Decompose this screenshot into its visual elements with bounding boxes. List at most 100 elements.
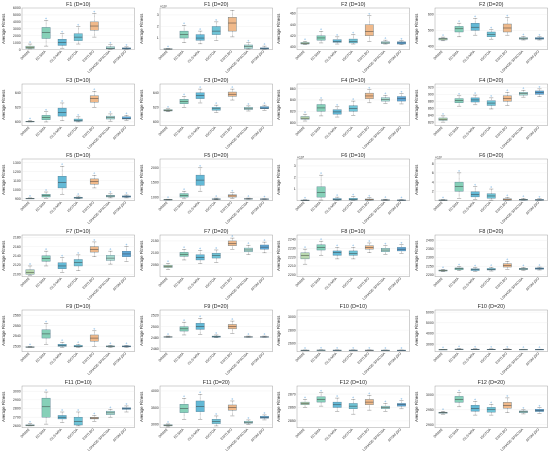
box-isgtoa — [486, 186, 496, 201]
chart-panel: F6 (D=20) ×10⁶ 2 4 6 8 Average Fitness DRIME ECS… — [414, 153, 548, 225]
category-label: GLS-MPA — [461, 427, 475, 441]
category-label: DRIME — [295, 200, 306, 211]
box-iqr — [122, 116, 131, 119]
outlier-point — [384, 400, 387, 403]
plot-frame — [296, 310, 410, 353]
panel-title: F4 (D=20) — [479, 78, 504, 84]
box-iqr — [243, 106, 253, 110]
outlier-point — [231, 398, 233, 400]
outlier-point — [61, 409, 63, 411]
box-gls-mpa — [470, 15, 480, 36]
category-label: GLS-MPA — [49, 125, 63, 139]
outlier-point — [473, 264, 476, 267]
y-tick-label: 1300 — [13, 161, 21, 165]
category-label: ISGTOA — [479, 427, 492, 440]
outlier-point — [61, 163, 63, 166]
outlier-point — [457, 92, 460, 95]
outlier-point — [400, 38, 403, 40]
box-lshade-spacma — [243, 417, 253, 425]
y-tick-label: 4000 — [150, 389, 158, 393]
y-axis-label: Average Fitness — [1, 316, 6, 346]
outlier-point — [400, 241, 403, 244]
box-drime — [438, 347, 447, 351]
box-emtlbo — [364, 392, 374, 411]
box-emtlbo — [364, 13, 374, 42]
outlier-point — [109, 343, 112, 345]
box-iqr — [57, 262, 67, 269]
outlier-point — [45, 248, 47, 250]
chart-panel: F1 (D=20) ×10⁴ 1 2 3 Average Fitness DRIME ECSM… — [139, 2, 273, 74]
outlier-point — [182, 188, 185, 191]
y-tick-label: 2520 — [150, 314, 158, 318]
y-tick-label: 2140 — [13, 254, 21, 258]
outlier-point — [522, 264, 524, 266]
outlier-point — [457, 20, 460, 22]
box-gls-mpa — [195, 247, 205, 264]
box-drime — [300, 197, 310, 201]
y-tick-label: 2500 — [150, 325, 158, 329]
box-apsm-jso — [397, 347, 406, 352]
y-tick-label: 2100 — [150, 251, 158, 255]
outlier-point — [538, 85, 540, 88]
plot-frame — [296, 158, 410, 201]
outlier-point — [45, 389, 47, 391]
category-label: DRIME — [432, 125, 443, 136]
chart-panel: F10 (D=10) 2600 2800 3000 Average Fitness DRI… — [276, 304, 410, 376]
category-label: ISGTOA — [204, 276, 217, 289]
y-tick-label: 840 — [427, 113, 433, 117]
panel-title: F3 (D=10) — [66, 78, 91, 84]
y-tick-label: 2560 — [13, 314, 21, 318]
panel-title: F7 (D=10) — [66, 229, 91, 235]
category-label: GLS-MPA — [186, 200, 200, 214]
chart-panel: F9 (D=10) 2530 2540 2550 2560 Average Fitness… — [1, 304, 135, 376]
outlier-point — [457, 389, 460, 392]
box-lshade-spacma — [518, 195, 528, 201]
outlier-point — [109, 110, 112, 113]
category-label: ISGTOA — [342, 427, 355, 440]
category-label: DRIME — [295, 125, 306, 136]
box-emtlbo — [227, 86, 237, 100]
y-tick-label: 920 — [427, 85, 433, 89]
y-axis-label: Average Fitness — [276, 165, 281, 195]
y-tick-label: 2350 — [425, 247, 433, 251]
box-iqr — [332, 250, 342, 256]
panel-title: F8 (D=10) — [341, 229, 366, 235]
box-ecsma — [179, 93, 188, 108]
box-emtlbo — [227, 318, 237, 334]
box-lshade-spacma — [243, 39, 253, 50]
outlier-point — [93, 328, 96, 330]
outlier-point — [263, 43, 265, 45]
outlier-point — [352, 97, 354, 100]
box-lshade-spacma — [243, 333, 253, 339]
category-label: ECSMA — [35, 352, 47, 364]
y-tick-label: 3500 — [150, 406, 158, 410]
outlier-point — [109, 42, 112, 44]
box-emtlbo — [502, 258, 512, 270]
panel-title: F6 (D=20) — [479, 153, 504, 159]
plot-frame — [296, 83, 410, 126]
outlier-point — [77, 409, 79, 411]
y-tick-label: 2220 — [288, 255, 296, 259]
y-axis-label: Average Fitness — [414, 89, 419, 119]
outlier-point — [538, 264, 540, 266]
outlier-point — [320, 96, 322, 99]
plot-frame — [159, 83, 273, 126]
outlier-point — [182, 22, 185, 25]
category-label: ECSMA — [447, 352, 459, 364]
box-ecsma — [179, 188, 188, 200]
category-label: APSM-jSO — [250, 201, 265, 216]
box-iqr — [470, 23, 480, 31]
box-lshade-spacma — [106, 110, 115, 121]
outlier-point — [247, 39, 249, 42]
outlier-point — [522, 87, 524, 89]
outlier-point — [247, 102, 249, 105]
panel-title: F10 (D=20) — [477, 304, 505, 310]
outlier-point — [125, 192, 128, 194]
outlier-point — [320, 28, 322, 30]
panel-title: F2 (D=10) — [341, 2, 366, 8]
outlier-point — [77, 342, 79, 344]
box-lshade-spacma — [243, 242, 253, 255]
box-drime — [300, 246, 310, 265]
y-tick-label: 3 — [294, 164, 296, 168]
box-lshade-spacma — [518, 264, 528, 271]
